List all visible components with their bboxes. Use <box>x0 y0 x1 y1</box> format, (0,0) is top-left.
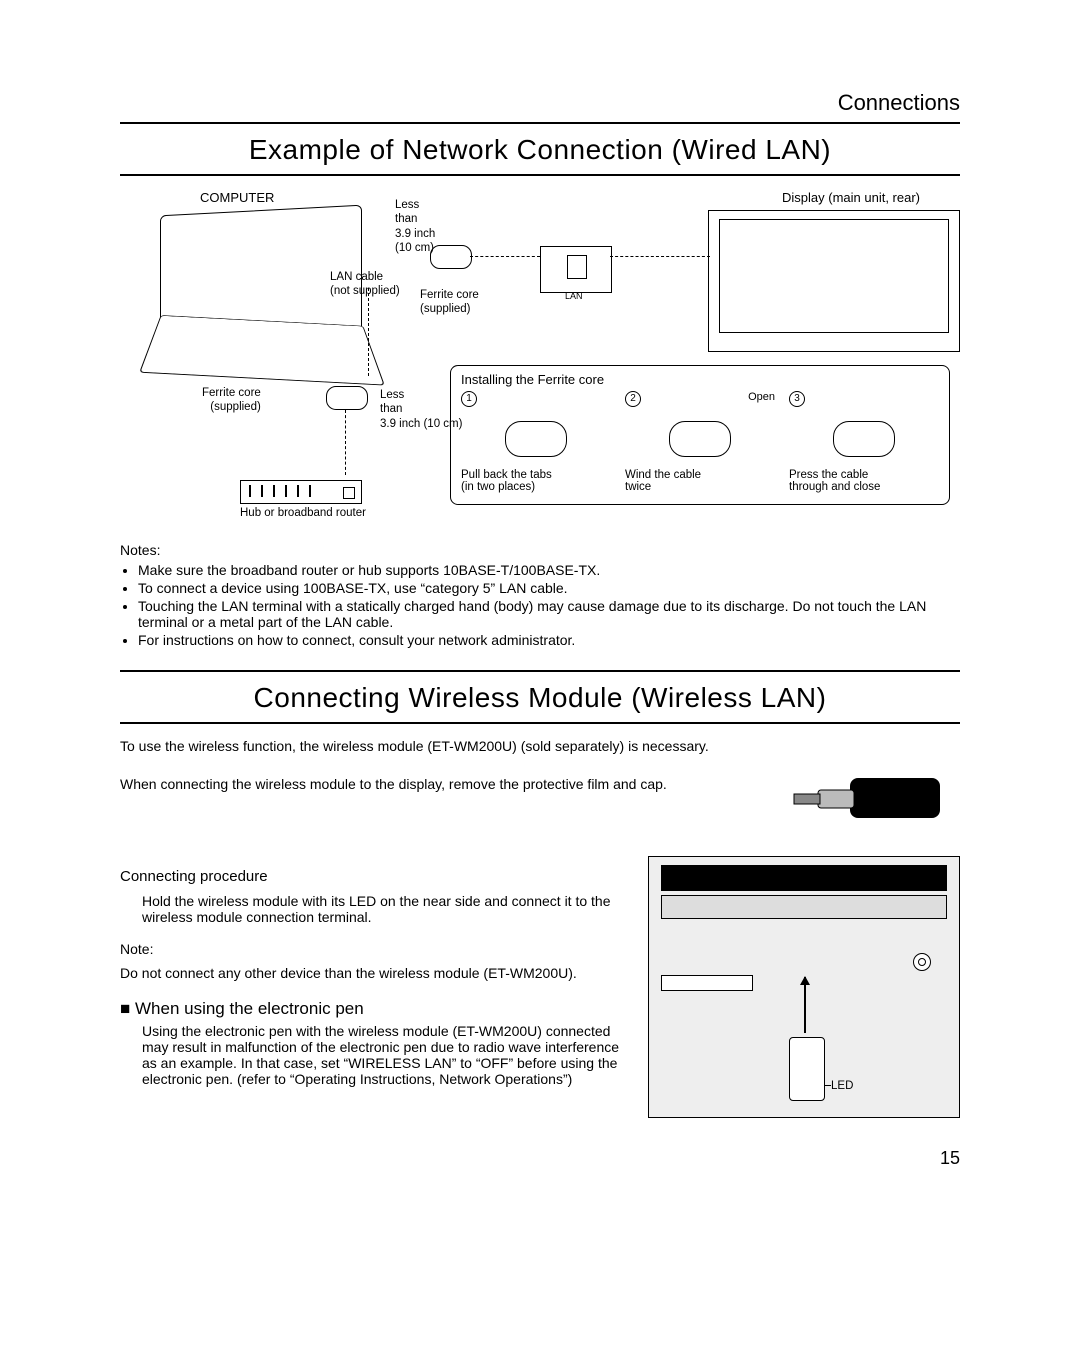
note-item: To connect a device using 100BASE-TX, us… <box>138 580 960 596</box>
ferrite-top-label: Ferrite core (supplied) <box>420 288 479 317</box>
step-caption: Pull back the tabs (in two places) <box>461 469 611 493</box>
ferrite-top <box>430 245 472 269</box>
hub-label: Hub or broadband router <box>240 506 366 520</box>
wireless-title: Connecting Wireless Module (Wireless LAN… <box>120 678 960 724</box>
install-step-1: 1 Pull back the tabs (in two places) <box>461 391 611 493</box>
led-label: LED <box>831 1079 853 1093</box>
note-item: Make sure the broadband router or hub su… <box>138 562 960 578</box>
wired-title: Example of Network Connection (Wired LAN… <box>120 130 960 176</box>
note-item: For instructions on how to connect, cons… <box>138 632 960 648</box>
wired-notes: Notes: Make sure the broadband router or… <box>120 542 960 648</box>
section-divider <box>120 670 960 672</box>
rear-panel-illustration: LED <box>648 856 960 1118</box>
note-item: Touching the LAN terminal with a statica… <box>138 598 960 630</box>
display-label: Display (main unit, rear) <box>782 190 920 206</box>
lan-cable-label: LAN cable (not supplied) <box>330 270 400 299</box>
note-heading: Note: <box>120 941 620 957</box>
page-number: 15 <box>120 1148 960 1169</box>
install-step-2: 2 Open Wind the cable twice <box>625 391 775 493</box>
wired-diagram: COMPUTER Display (main unit, rear) LAN L… <box>120 190 960 530</box>
less-than-top: Less than 3.9 inch (10 cm) <box>395 198 435 256</box>
lan-port-illustration <box>540 246 612 293</box>
step-number: 2 <box>625 391 641 407</box>
manual-page: Connections Example of Network Connectio… <box>0 0 1080 1209</box>
install-title: Installing the Ferrite core <box>461 372 939 387</box>
lan-port-label: LAN <box>565 291 583 302</box>
open-label: Open <box>748 391 775 403</box>
pen-heading: ■ When using the electronic pen <box>120 999 620 1019</box>
note-body: Do not connect any other device than the… <box>120 965 620 981</box>
step-number: 3 <box>789 391 805 407</box>
router-illustration <box>240 480 362 504</box>
procedure-heading: Connecting procedure <box>120 868 620 885</box>
computer-label: COMPUTER <box>200 190 274 206</box>
notes-heading: Notes: <box>120 542 960 558</box>
install-step-3: 3 Press the cable through and close <box>789 391 939 493</box>
wireless-intro: To use the wireless function, the wirele… <box>120 738 960 754</box>
remove-film-text: When connecting the wireless module to t… <box>120 776 750 792</box>
wireless-module-illustration <box>780 768 960 838</box>
display-illustration <box>708 210 960 352</box>
procedure-body: Hold the wireless module with its LED on… <box>120 893 620 925</box>
step-caption: Wind the cable twice <box>625 469 775 493</box>
ferrite-left-label: Ferrite core (supplied) <box>202 386 261 415</box>
pen-body: Using the electronic pen with the wirele… <box>120 1023 620 1087</box>
ferrite-bottom <box>326 386 368 410</box>
step-number: 1 <box>461 391 477 407</box>
section-header: Connections <box>120 90 960 124</box>
step-caption: Press the cable through and close <box>789 469 939 493</box>
install-ferrite-box: Installing the Ferrite core 1 Pull back … <box>450 365 950 505</box>
